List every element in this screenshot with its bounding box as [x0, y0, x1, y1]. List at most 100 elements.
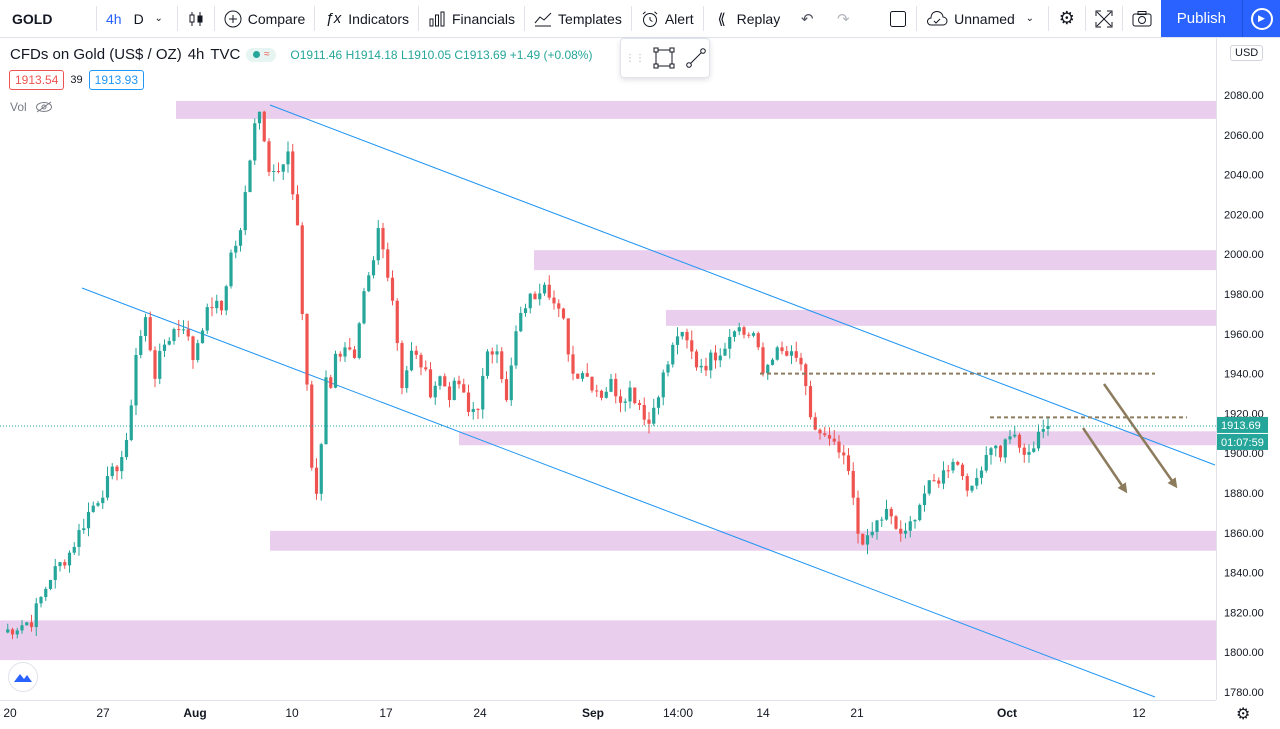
interval-d[interactable]: D [133, 10, 144, 27]
indicators-button[interactable]: ƒx Indicators [315, 0, 418, 37]
sell-price-button[interactable]: 1913.54 [9, 70, 65, 90]
candle-body [238, 230, 243, 246]
candle-body [533, 293, 537, 300]
buy-price-button[interactable]: 1913.93 [88, 70, 145, 90]
currency-badge[interactable]: USD [1230, 45, 1264, 61]
trendline-icon [686, 48, 706, 68]
candle-body [148, 317, 152, 351]
drag-handle-icon[interactable]: ⋮⋮ [625, 52, 645, 64]
rectangle-tool-button[interactable] [651, 43, 677, 73]
candle-body [918, 505, 922, 521]
candle-body [751, 333, 756, 336]
candle-body [310, 384, 314, 468]
candle-body [832, 438, 836, 442]
layout-name-button[interactable]: Unnamed ⌄ [917, 0, 1048, 37]
candle-body [998, 445, 1003, 458]
candle-body [747, 334, 751, 336]
candle-body [685, 331, 689, 341]
x-tick-label: 21 [850, 706, 864, 720]
publish-button[interactable]: Publish [1160, 0, 1242, 37]
candle-body [186, 329, 190, 337]
chart-style-button[interactable] [178, 0, 214, 37]
y-tick-label: 1980.00 [1224, 289, 1264, 301]
layout-name: Unnamed [954, 10, 1015, 27]
candle-body [514, 331, 518, 366]
financials-button[interactable]: Financials [419, 0, 524, 37]
x-tick-label: 14:00 [663, 706, 693, 720]
undo-button[interactable]: ↶ [789, 0, 825, 37]
candle-body [67, 552, 72, 566]
candle-body [827, 435, 832, 439]
candle-body [718, 355, 722, 361]
candle-body [82, 528, 86, 531]
trendline-tool-button[interactable] [683, 43, 709, 73]
toolbar-right: Unnamed ⌄ ⚙ Publish ▶ [880, 0, 1280, 37]
time-axis[interactable] [0, 700, 1216, 729]
candle-body [652, 407, 656, 424]
candle-body [951, 461, 955, 471]
symbol-search[interactable]: GOLD [0, 0, 96, 37]
divider [418, 6, 419, 31]
interval-selector[interactable]: 4h D ⌄ [97, 0, 177, 37]
candle-body [647, 419, 651, 424]
candle-body [139, 335, 143, 355]
candle-body [395, 300, 399, 344]
candle-body [576, 373, 580, 379]
time-axis-ticks: 20 27 Aug 10 17 24 Sep 14:00 14 21 Oct 12 [3, 706, 1146, 720]
lower-trendline [81, 287, 1156, 698]
eye-hidden-icon[interactable] [35, 101, 53, 113]
fullscreen-button[interactable] [1086, 0, 1122, 37]
compare-button[interactable]: Compare [215, 0, 315, 37]
layout-toggle-button[interactable] [880, 0, 916, 37]
drawing-toolbar: ⋮⋮ [620, 38, 710, 78]
candle-body [965, 476, 969, 491]
candle-body [500, 351, 504, 380]
candles-layer [6, 110, 1050, 640]
candle-body [424, 367, 428, 370]
play-button[interactable]: ▶ [1242, 0, 1280, 37]
candle-body [433, 385, 437, 398]
market-status-badge[interactable]: ≈ [246, 47, 277, 62]
settings-button[interactable]: ⚙ [1049, 0, 1085, 37]
legend-title[interactable]: CFDs on Gold (US$ / OZ) [10, 46, 182, 63]
candle-body [628, 387, 632, 402]
candle-body [324, 377, 328, 445]
candle-body [319, 444, 323, 494]
tradingview-logo[interactable] [8, 662, 38, 692]
divider [1121, 6, 1123, 31]
candle-body [813, 417, 817, 430]
candle-body [305, 313, 309, 385]
candle-body [509, 365, 513, 401]
upper-trendline [269, 104, 1216, 466]
candle-body [956, 461, 960, 465]
candle-body [58, 562, 62, 567]
price-axis[interactable] [1216, 38, 1280, 700]
spread-value: 39 [70, 74, 83, 86]
chart-settings-gear-icon[interactable]: ⚙ [1236, 706, 1251, 723]
legend-ohlc: O1911.46 H1914.18 L1910.05 C1913.69 +1.4… [290, 48, 592, 62]
forecast-arrow-2 [1102, 383, 1178, 489]
alert-button[interactable]: Alert [632, 0, 703, 37]
candle-body [666, 364, 670, 373]
chevron-down-icon[interactable]: ⌄ [154, 13, 163, 24]
candle-body [642, 404, 646, 420]
candle-body [257, 111, 262, 124]
zone-1 [534, 250, 1216, 271]
candle-body [48, 580, 53, 589]
legend-close: C1913.69 [454, 47, 507, 62]
y-tick-label: 1800.00 [1224, 647, 1264, 659]
snapshot-button[interactable] [1123, 0, 1161, 37]
candle-body [713, 352, 718, 361]
divider [1047, 6, 1049, 31]
redo-button[interactable]: ↷ [825, 0, 861, 37]
alert-label: Alert [664, 10, 694, 27]
replay-button[interactable]: ⟪ Replay [704, 0, 790, 37]
x-tick-label: Sep [582, 706, 604, 720]
y-tick-label: 1780.00 [1224, 687, 1264, 699]
interval-4h[interactable]: 4h [106, 10, 122, 27]
templates-button[interactable]: Templates [525, 0, 631, 37]
top-toolbar: GOLD 4h D ⌄ Compare ƒx Indicators Financ… [0, 0, 1280, 38]
candle-body [295, 194, 300, 226]
candle-body [495, 351, 499, 355]
